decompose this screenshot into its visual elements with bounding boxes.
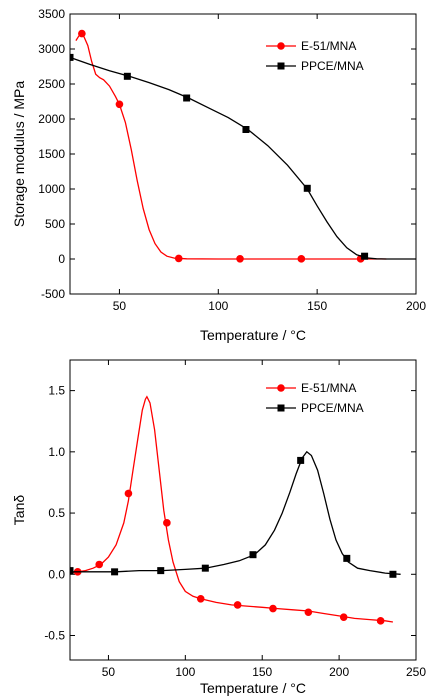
- legend-marker: [277, 384, 285, 392]
- data-point: [123, 72, 131, 80]
- data-point: [389, 570, 397, 578]
- data-point: [70, 567, 74, 575]
- x-tick-label: 200: [406, 299, 426, 313]
- data-point: [183, 94, 191, 102]
- data-point: [163, 519, 171, 527]
- series-line: [70, 395, 394, 623]
- series-line: [70, 450, 401, 575]
- data-point: [115, 100, 124, 109]
- y-tick-label: 3500: [38, 7, 65, 21]
- plot-frame: [69, 359, 417, 661]
- series-E-51/MNA: [75, 29, 387, 263]
- legend-label: PPCE/MNA: [301, 59, 364, 73]
- data-point: [376, 617, 385, 625]
- y-axis-label: Storage modulus / MPa: [11, 81, 27, 228]
- series-line: [70, 56, 416, 260]
- data-point: [269, 604, 277, 613]
- legend-label: E-51/MNA: [301, 39, 356, 53]
- series-E-51/MNA: [70, 395, 394, 625]
- data-point: [233, 601, 242, 609]
- data-point: [249, 551, 257, 559]
- data-point: [297, 456, 305, 464]
- data-point: [304, 608, 313, 617]
- y-tick-label: 3000: [38, 42, 65, 56]
- data-point: [70, 53, 74, 61]
- data-point: [297, 255, 306, 263]
- y-tick-label: 2000: [38, 112, 65, 126]
- y-tick-label: 1500: [38, 147, 65, 161]
- data-point: [124, 489, 133, 498]
- x-axis-label: Temperature / °C: [200, 327, 306, 343]
- y-tick-label: 0: [58, 252, 65, 266]
- y-axis-label: Tanδ: [11, 495, 27, 526]
- x-tick-label: 250: [406, 665, 426, 679]
- y-tick-label: 1.5: [48, 384, 65, 398]
- y-tick-label: 0.0: [48, 567, 65, 581]
- x-axis-label: Temperature / °C: [200, 680, 306, 696]
- y-tick-label: 1.0: [48, 445, 65, 459]
- legend-marker: [277, 62, 285, 70]
- y-tick-label: 1000: [38, 182, 65, 196]
- legend-marker: [277, 404, 285, 412]
- data-point: [236, 254, 244, 263]
- data-point: [95, 560, 104, 569]
- data-point: [361, 252, 369, 260]
- y-tick-label: 500: [45, 217, 65, 231]
- data-point: [303, 184, 311, 192]
- plot-frame: [69, 13, 417, 295]
- data-point: [343, 554, 351, 562]
- series-line: [75, 33, 387, 260]
- x-tick-label: 150: [307, 299, 327, 313]
- x-tick-label: 150: [252, 665, 272, 679]
- series-PPCE/MNA: [70, 53, 416, 260]
- legend-label: PPCE/MNA: [301, 401, 364, 415]
- data-point: [157, 567, 165, 575]
- data-point: [196, 594, 205, 603]
- y-tick-label: 0.5: [48, 506, 65, 520]
- chart-1: 50 100 150 200 -500 0 500 1000 1500 2000 2500 3000 3…: [11, 7, 426, 343]
- y-tick-label: -500: [41, 287, 65, 301]
- x-tick-label: 50: [113, 299, 127, 313]
- x-tick-label: 200: [329, 665, 349, 679]
- series-PPCE/MNA: [70, 450, 401, 578]
- data-point: [242, 126, 250, 133]
- data-point: [201, 564, 209, 572]
- x-tick-label: 100: [175, 665, 195, 679]
- data-point: [111, 568, 119, 576]
- data-point: [339, 613, 348, 621]
- legend-label: E-51/MNA: [301, 381, 356, 395]
- data-point: [174, 254, 183, 263]
- legend-marker: [277, 42, 285, 50]
- x-tick-label: 50: [102, 665, 116, 679]
- x-tick-label: 100: [208, 299, 228, 313]
- chart-2: 50 100 150 200 250 -0.5 0.0 0.5 1.0 1.5 Temperatur…: [11, 359, 426, 696]
- y-tick-label: 2500: [38, 77, 65, 91]
- data-point: [78, 29, 86, 38]
- y-tick-label: -0.5: [44, 629, 65, 643]
